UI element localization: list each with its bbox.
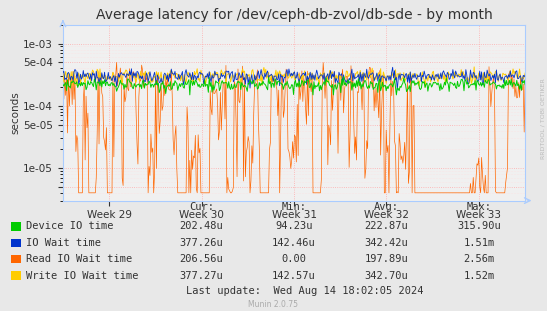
Text: 1.52m: 1.52m <box>463 271 494 281</box>
Text: 377.26u: 377.26u <box>180 238 223 248</box>
Text: 0.00: 0.00 <box>282 254 306 264</box>
Text: 94.23u: 94.23u <box>275 221 313 231</box>
Text: Munin 2.0.75: Munin 2.0.75 <box>248 300 299 309</box>
Text: 222.87u: 222.87u <box>365 221 408 231</box>
Text: 342.70u: 342.70u <box>365 271 408 281</box>
Title: Average latency for /dev/ceph-db-zvol/db-sde - by month: Average latency for /dev/ceph-db-zvol/db… <box>96 8 492 22</box>
Text: Read IO Wait time: Read IO Wait time <box>26 254 132 264</box>
Y-axis label: seconds: seconds <box>10 91 21 134</box>
Text: IO Wait time: IO Wait time <box>26 238 101 248</box>
Text: 377.27u: 377.27u <box>180 271 223 281</box>
Text: 315.90u: 315.90u <box>457 221 501 231</box>
Text: 197.89u: 197.89u <box>365 254 408 264</box>
Text: Write IO Wait time: Write IO Wait time <box>26 271 139 281</box>
Text: 2.56m: 2.56m <box>463 254 494 264</box>
Text: RRDTOOL / TOBI OETIKER: RRDTOOL / TOBI OETIKER <box>540 78 545 159</box>
Text: Min:: Min: <box>282 202 306 212</box>
Text: Cur:: Cur: <box>189 202 214 212</box>
Text: Max:: Max: <box>467 202 491 212</box>
Text: 1.51m: 1.51m <box>463 238 494 248</box>
Text: 202.48u: 202.48u <box>180 221 223 231</box>
Text: 342.42u: 342.42u <box>365 238 408 248</box>
Text: Device IO time: Device IO time <box>26 221 114 231</box>
Text: 142.46u: 142.46u <box>272 238 316 248</box>
Text: Last update:  Wed Aug 14 18:02:05 2024: Last update: Wed Aug 14 18:02:05 2024 <box>186 286 424 296</box>
Text: Avg:: Avg: <box>374 202 399 212</box>
Text: 206.56u: 206.56u <box>180 254 223 264</box>
Text: 142.57u: 142.57u <box>272 271 316 281</box>
